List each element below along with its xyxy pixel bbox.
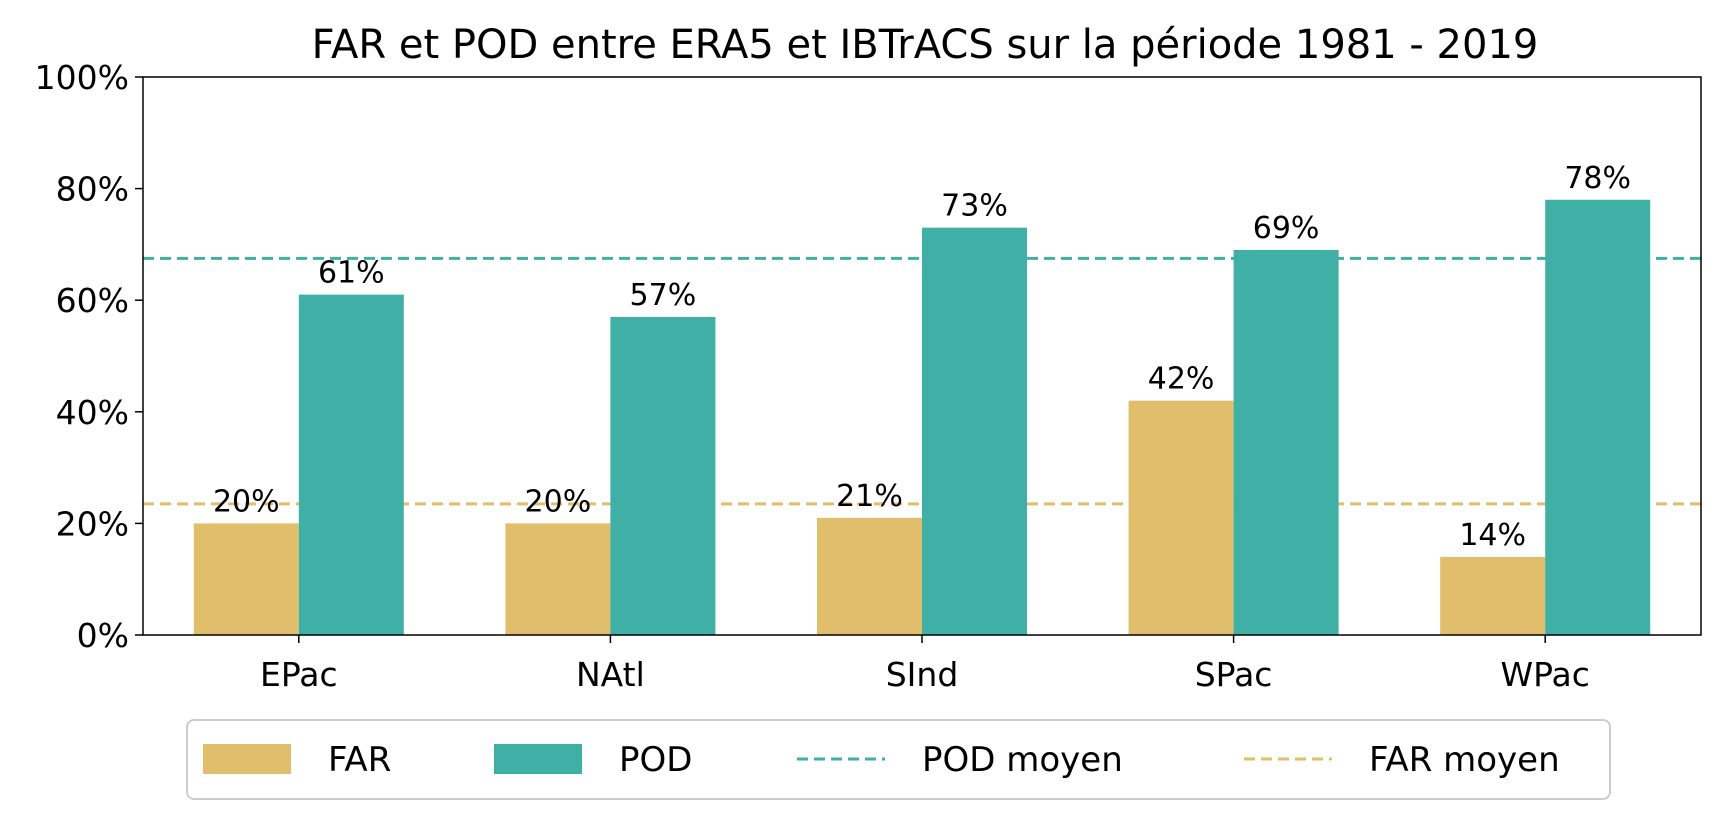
legend-box xyxy=(186,719,1611,800)
legend-label: POD moyen xyxy=(922,740,1123,780)
bar xyxy=(193,523,299,635)
legend-swatch xyxy=(203,744,291,774)
y-tick-label: 60% xyxy=(56,281,129,320)
x-tick-label: WPac xyxy=(1500,655,1589,694)
data-label: 42% xyxy=(1148,362,1215,397)
axes: EPac NAtl SInd SPac WPac 0% 20% 40% 60% 80% 100% xyxy=(35,58,1702,694)
data-label: 69% xyxy=(1253,211,1320,246)
bar xyxy=(1128,400,1234,635)
bar xyxy=(610,316,716,635)
data-label: 14% xyxy=(1459,518,1526,553)
data-label: 57% xyxy=(630,278,697,313)
y-tick-label: 20% xyxy=(56,504,129,543)
bar xyxy=(1545,199,1651,635)
x-tick-label: SPac xyxy=(1195,655,1273,694)
x-tick-label: SInd xyxy=(886,655,959,694)
bar xyxy=(1233,249,1339,636)
bar xyxy=(817,517,922,635)
x-tick-label: EPac xyxy=(260,655,338,694)
chart-title: FAR et POD entre ERA5 et IBTrACS sur la … xyxy=(312,22,1539,68)
plot-frame xyxy=(142,76,1702,636)
bar-labels: 20% 61% 20% 57% 21% 73% 42% 69% 14% 78% xyxy=(213,161,1631,553)
data-label: 20% xyxy=(213,484,280,519)
legend-label: FAR moyen xyxy=(1369,740,1560,780)
data-label: 78% xyxy=(1564,161,1631,196)
data-label: 61% xyxy=(318,256,385,291)
data-label: 20% xyxy=(525,484,592,519)
x-tick-label: NAtl xyxy=(576,655,645,694)
legend: FAR POD POD moyen FAR moyen xyxy=(186,719,1611,800)
legend-label: FAR xyxy=(328,740,391,780)
legend-label: POD xyxy=(619,740,692,780)
y-tick-label: 80% xyxy=(56,170,129,209)
bars xyxy=(193,199,1651,636)
bar xyxy=(505,523,611,635)
data-label: 73% xyxy=(941,189,1008,224)
y-tick-label: 100% xyxy=(35,58,129,97)
bar xyxy=(922,227,1027,635)
data-label: 21% xyxy=(836,479,903,514)
y-tick-label: 0% xyxy=(77,616,129,655)
legend-swatch xyxy=(494,744,582,774)
bar xyxy=(298,294,404,635)
bar xyxy=(1440,556,1546,635)
y-tick-label: 40% xyxy=(56,393,129,432)
